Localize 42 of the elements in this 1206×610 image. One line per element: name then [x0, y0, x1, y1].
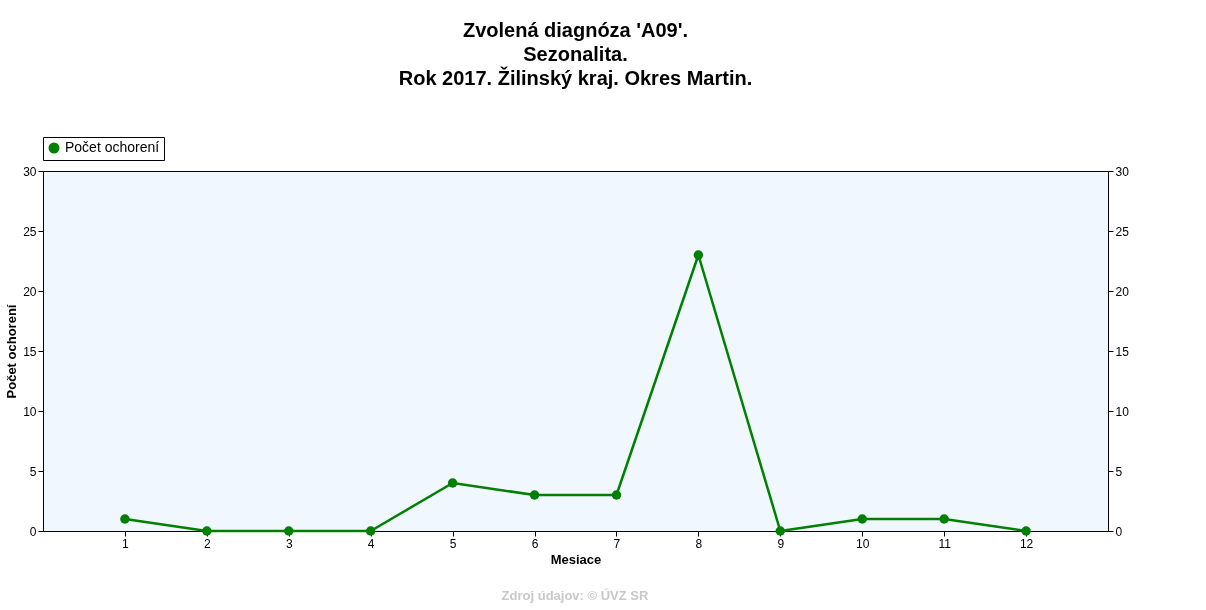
x-tick-label: 12 [1019, 536, 1034, 551]
y2-tick-label: 20 [1115, 284, 1130, 299]
point [447, 478, 458, 488]
x-tick-label: 1 [122, 536, 130, 551]
point [284, 526, 294, 536]
chart-title: Zvolená diagnóza 'A09'. Sezonalita. Rok 2017. Žilinský kraj. Okres Martin. [398, 18, 753, 89]
point [939, 514, 949, 524]
point [857, 514, 867, 524]
y2-tick-label: 15 [1115, 344, 1130, 359]
x-tick-label: 8 [695, 536, 703, 551]
y-tick-label: 5 [29, 464, 37, 479]
x-tick-label: 2 [204, 536, 211, 551]
y2-tick-label: 0 [1115, 524, 1123, 539]
x-tick-label: 4 [367, 536, 375, 551]
y-axis-title: Počet ochorení [4, 304, 20, 399]
point [775, 526, 786, 536]
y-tick-label: 25 [23, 224, 37, 239]
point [120, 514, 130, 524]
y2-tick-label: 10 [1115, 404, 1130, 419]
point [1021, 526, 1031, 536]
point [693, 250, 704, 260]
x-tick-label: 5 [449, 536, 457, 551]
x-axis-title: Mesiace [550, 551, 602, 567]
point [611, 490, 622, 500]
point [365, 526, 376, 536]
y-tick-label: 10 [23, 404, 37, 419]
y-tick-label: 0 [29, 524, 37, 539]
x-tick-label: 9 [777, 536, 785, 551]
x-tick-label: 7 [613, 536, 621, 551]
y2-tick-label: 5 [1115, 464, 1123, 479]
y-tick-label: 15 [23, 344, 37, 359]
y2-tick-label: 30 [1115, 164, 1130, 179]
x-tick-label: 6 [531, 536, 539, 551]
y2-tick-label: 25 [1115, 224, 1130, 239]
x-tick-label: 11 [938, 536, 952, 551]
y-tick-label: 20 [23, 284, 37, 299]
y-tick-label: 30 [23, 164, 37, 179]
x-tick-label: 3 [285, 536, 293, 551]
point [529, 490, 540, 500]
legend-label: Počet ochorení [65, 139, 160, 155]
point [202, 526, 212, 536]
x-tick-label: 10 [856, 536, 870, 551]
